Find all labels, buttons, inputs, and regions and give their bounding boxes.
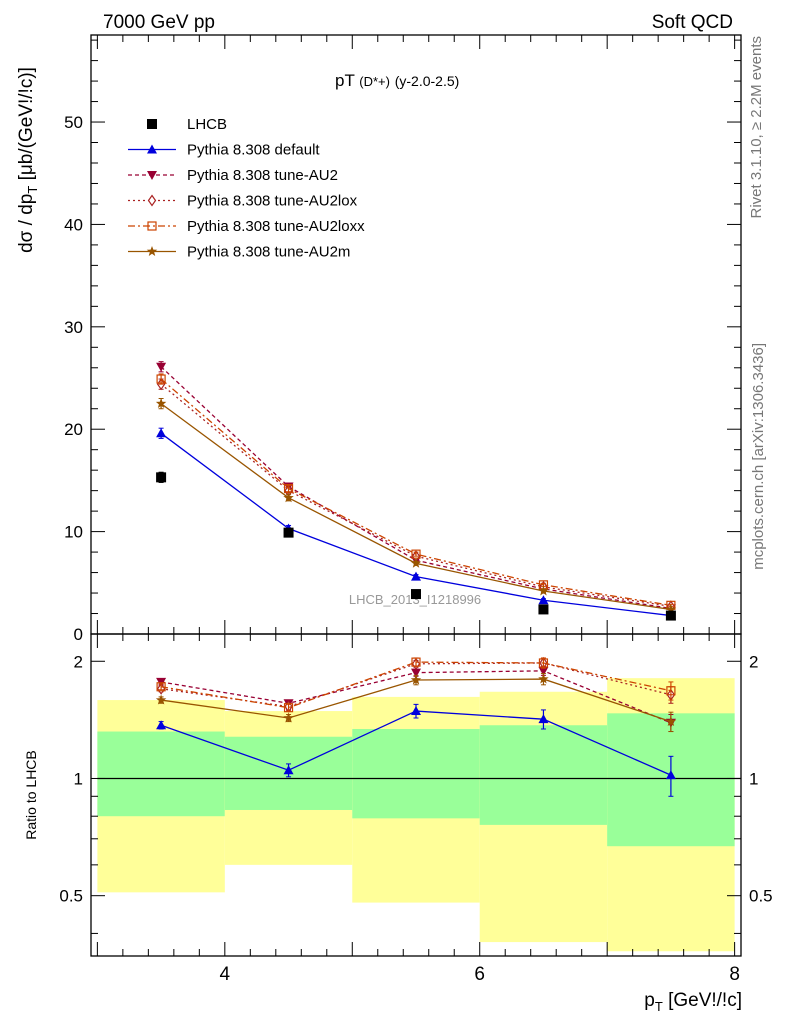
ratio-point-au2m [155,694,167,705]
legend-marker-au2loxx [147,221,157,231]
ratio-band-inner [352,728,480,819]
x-tick-label: 6 [474,964,485,985]
main-point-au2m [283,492,294,503]
ratio-y-tick-label-right: 1 [749,769,758,788]
ratio-point-au2 [538,666,549,676]
main-series [155,361,677,621]
ratio-point-au2 [411,668,421,678]
main-y-tick-label: 0 [74,625,83,644]
ratio-point-au2loxx [666,686,676,696]
ratio-point-au2m [283,712,294,723]
main-y-tick-label: 30 [64,318,83,337]
main-point-au2m [665,603,677,614]
plot-title: pT (D*+) (y-2.0-2.5) [335,71,459,90]
main-point-au2m [410,557,422,568]
ratio-y-tick-label-right: 2 [749,652,758,671]
main-point-default [156,428,167,438]
source-label: mcplots.cern.ch [arXiv:1306.3436] [750,343,767,570]
main-point-au2loxx [156,374,166,384]
legend-marker-au2m [146,246,158,256]
main-point-au2 [156,362,167,372]
ratio-point-au2m [410,674,422,685]
legend-entry-lhcb: LHCB [147,116,227,133]
ratio-point-default [538,714,549,724]
rivet-label: Rivet 3.1.10, ≥ 2.2M events [748,36,765,219]
x-axis-title: pT [GeV!/!c] [644,990,742,1014]
legend-label-au2lox: Pythia 8.308 tune-AU2lox [187,193,358,210]
ratio-y-axis-title: Ratio to LHCB [23,750,39,839]
main-series-lhcb [156,471,676,621]
ratio-line-au2loxx [160,661,672,709]
ratio-point-default [665,770,676,780]
legend-entry-au2lox: Pythia 8.308 tune-AU2lox [128,193,358,210]
main-y-tick-label: 20 [64,420,83,439]
ratio-y-tick-label: 1 [74,769,83,788]
main-line-au2lox [160,383,672,607]
ratio-frame [90,633,742,957]
ratio-y-tick-label: 0.5 [59,887,83,906]
legend-marker-au2 [147,171,157,180]
main-y-tick-label: 40 [64,215,83,234]
ratio-point-default [411,706,421,716]
main-point-default [411,571,421,581]
legend-label-au2loxx: Pythia 8.308 tune-AU2loxx [187,218,365,235]
ratio-point-au2loxx [156,682,166,692]
legend-label-au2m: Pythia 8.308 tune-AU2m [187,244,350,261]
main-point-default [538,595,549,605]
main-y-axis-title: dσ / dpT [μb/(GeV!/!c)] [16,67,40,253]
main-point-lhcb [156,472,167,483]
ratio-point-default [156,720,167,730]
main-y-tick-label: 50 [64,113,83,132]
main-point-lhcb [411,589,421,600]
legend-entry-au2: Pythia 8.308 tune-AU2 [128,167,338,184]
legend-marker-lhcb [147,119,157,129]
main-point-lhcb [665,610,676,621]
ratio-point-au2m [665,716,677,727]
ratio-band-inner [479,725,608,825]
energy-label: 7000 GeV pp [103,12,215,33]
main-y-tick-label: 10 [64,523,83,542]
legend-entry-default: Pythia 8.308 default [128,142,320,159]
ratio-point-default [283,765,294,775]
main-line-au2loxx [160,378,672,606]
main-point-au2m [155,398,167,409]
plot-title-range: (y-2.0-2.5) [395,73,460,89]
ratio-point-au2loxx [411,657,421,667]
legend-marker-au2lox [147,194,157,207]
ratio-series-default [156,703,676,797]
ratio-y-tick-label-right: 0.5 [749,887,773,906]
analysis-watermark: LHCB_2013_I1218996 [349,592,481,607]
main-point-lhcb [283,527,294,538]
ratio-point-au2m [538,673,549,684]
x-tick-label: 8 [729,964,740,985]
legend-marker-default [147,144,157,154]
main-point-lhcb [538,604,549,615]
x-tick-label: 4 [220,964,231,985]
main-point-au2m [538,585,549,596]
ratio-series [155,656,677,797]
ratio-uncertainty-bands [97,678,741,952]
ratio-series-au2loxx [156,657,676,713]
axis-ticks: 0 10 20 30 40 50 4 6 8 0.5 0.5 1 1 2 2 [59,35,773,985]
legend-entry-au2m: Pythia 8.308 tune-AU2m [128,244,350,261]
ratio-series-au2m [155,673,677,733]
legend-label-lhcb: LHCB [187,116,227,133]
legend: LHCB Pythia 8.308 default Pythia 8.308 tun… [128,116,365,261]
category-label: Soft QCD [652,12,733,33]
plot-frames [90,34,742,957]
legend-label-au2: Pythia 8.308 tune-AU2 [187,167,338,184]
plot-title-main: pT [335,71,355,90]
main-series-au2m [155,397,677,614]
ratio-band-inner [97,731,225,817]
legend-label-default: Pythia 8.308 default [187,142,320,159]
ratio-y-tick-label: 2 [74,652,83,671]
ratio-point-au2loxx [538,658,549,668]
ratio-point-au2loxx [283,703,294,713]
plot-title-particle: (D*+) [359,74,390,89]
legend-entry-au2loxx: Pythia 8.308 tune-AU2loxx [128,218,365,235]
